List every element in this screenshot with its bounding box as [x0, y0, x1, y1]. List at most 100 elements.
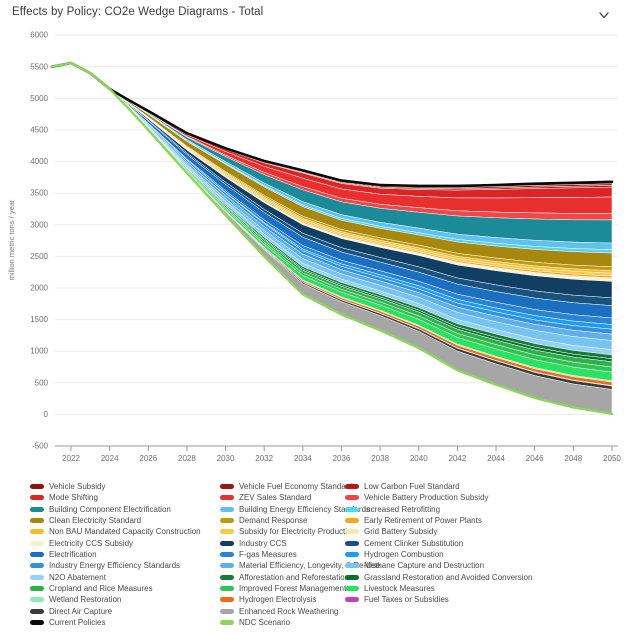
x-tick-label: 2034: [294, 454, 312, 463]
x-tick-label: 2022: [62, 454, 80, 463]
legend-swatch: [220, 586, 234, 592]
legend-swatch: [220, 597, 234, 603]
y-tick-label: -500: [32, 442, 49, 451]
legend-item-vehicle-subsidy[interactable]: Vehicle Subsidy: [30, 481, 201, 492]
chevron-down-icon[interactable]: [597, 8, 611, 22]
current-policies-line[interactable]: [50, 61, 614, 188]
legend-swatch: [30, 495, 44, 501]
legend-label: Fuel Taxes or Subsidies: [364, 595, 449, 605]
legend-item-hydrogen-combustion[interactable]: Hydrogen Combustion: [345, 549, 532, 560]
legend-label: Clean Electricity Standard: [49, 516, 142, 526]
legend-label: Enhanced Rock Weathering: [239, 606, 339, 616]
page-title: Effects by Policy: CO2e Wedge Diagrams -…: [12, 6, 264, 18]
legend-label: Industry CCS: [239, 538, 287, 548]
legend-label: Wetland Restoration: [49, 595, 122, 605]
legend-label: Vehicle Battery Production Subsidy: [364, 493, 489, 503]
legend-item-fuel-taxes-or-subsidies[interactable]: Fuel Taxes or Subsidies: [345, 594, 532, 605]
legend-swatch: [30, 597, 44, 603]
legend-item-improved-forest-management[interactable]: Improved Forest Management: [220, 583, 380, 594]
legend-item-methane-capture-and-destruction[interactable]: Methane Capture and Destruction: [345, 560, 532, 571]
legend-item-direct-air-capture[interactable]: Direct Air Capture: [30, 606, 201, 617]
wedge-low-carbon-fuel-standard[interactable]: [51, 62, 613, 191]
legend-label: Low Carbon Fuel Standard: [364, 482, 460, 492]
legend-item-subsidy-for-electricity-production[interactable]: Subsidy for Electricity Production: [220, 526, 380, 537]
legend-swatch: [345, 552, 359, 558]
y-tick-label: 6000: [30, 31, 48, 40]
legend-label: Vehicle Fuel Economy Standards: [239, 482, 357, 492]
legend-label: Direct Air Capture: [49, 606, 113, 616]
legend-swatch: [30, 484, 44, 490]
legend-label: Electricity CCS Subsidy: [49, 538, 134, 548]
legend-label: Cement Clinker Substitution: [364, 538, 464, 548]
legend-item-low-carbon-fuel-standard[interactable]: Low Carbon Fuel Standard: [345, 481, 532, 492]
wedge-vehicle-fuel-economy-standards[interactable]: [51, 62, 613, 190]
legend-item-livestock-measures[interactable]: Livestock Measures: [345, 583, 532, 594]
legend-item-building-energy-efficiency-standards[interactable]: Building Energy Efficiency Standards: [220, 504, 380, 515]
legend-item-current-policies[interactable]: Current Policies: [30, 617, 201, 628]
y-tick-label: 1000: [30, 347, 48, 356]
x-tick-label: 2050: [603, 454, 621, 463]
y-tick-label: 1500: [30, 315, 48, 324]
x-tick-label: 2030: [217, 454, 235, 463]
legend-item-ndc-scenario[interactable]: NDC Scenario: [220, 617, 380, 628]
legend-swatch: [30, 563, 44, 569]
legend-item-n2o-abatement[interactable]: N2O Abatement: [30, 572, 201, 583]
legend-item-material-efficiency-longevity-re-use[interactable]: Material Efficiency, Longevity, & Re-Use: [220, 560, 380, 571]
legend-item-early-retirement-of-power-plants[interactable]: Early Retirement of Power Plants: [345, 515, 532, 526]
y-tick-label: 4500: [30, 126, 48, 135]
legend-swatch: [220, 506, 234, 512]
legend-swatch: [220, 495, 234, 501]
legend-swatch: [30, 586, 44, 592]
legend-item-cropland-and-rice-measures[interactable]: Cropland and Rice Measures: [30, 583, 201, 594]
legend-item-demand-response[interactable]: Demand Response: [220, 515, 380, 526]
legend-item-building-component-electrification[interactable]: Building Component Electrification: [30, 504, 201, 515]
legend-label: Industry Energy Efficiency Standards: [49, 561, 181, 571]
legend-swatch: [220, 540, 234, 546]
legend-item-vehicle-fuel-economy-standards[interactable]: Vehicle Fuel Economy Standards: [220, 481, 380, 492]
legend-item-industry-energy-efficiency-standards[interactable]: Industry Energy Efficiency Standards: [30, 560, 201, 571]
wedge-vehicle-subsidy[interactable]: [51, 62, 613, 188]
legend-label: Hydrogen Electrolysis: [239, 595, 317, 605]
x-tick-label: 2038: [371, 454, 389, 463]
legend-swatch: [30, 574, 44, 580]
legend-item-grid-battery-subsidy[interactable]: Grid Battery Subsidy: [345, 526, 532, 537]
legend-swatch: [220, 529, 234, 535]
legend-swatch: [345, 506, 359, 512]
legend-swatch: [220, 552, 234, 558]
legend-item-non-bau-mandated-capacity-construction[interactable]: Non BAU Mandated Capacity Construction: [30, 526, 201, 537]
legend-item-wetland-restoration[interactable]: Wetland Restoration: [30, 594, 201, 605]
legend-item-increased-retrofitting[interactable]: Increased Retrofitting: [345, 504, 532, 515]
legend-label: Building Energy Efficiency Standards: [239, 504, 371, 514]
ndc-scenario-line[interactable]: [50, 61, 614, 415]
legend-label: Building Component Electrification: [49, 504, 171, 514]
legend-swatch: [345, 563, 359, 569]
legend-swatch: [220, 574, 234, 580]
legend-item-vehicle-battery-production-subsidy[interactable]: Vehicle Battery Production Subsidy: [345, 492, 532, 503]
legend-item-cement-clinker-substitution[interactable]: Cement Clinker Substitution: [345, 538, 532, 549]
legend-item-hydrogen-electrolysis[interactable]: Hydrogen Electrolysis: [220, 594, 380, 605]
legend-swatch: [30, 540, 44, 546]
legend-item-mode-shifting[interactable]: Mode Shifting: [30, 492, 201, 503]
legend-item-electrification[interactable]: Electrification: [30, 549, 201, 560]
legend-label: F-gas Measures: [239, 550, 297, 560]
legend-label: ZEV Sales Standard: [239, 493, 312, 503]
y-axis-title: million metric tons / year: [7, 199, 16, 280]
y-tick-label: 2000: [30, 284, 48, 293]
legend-item-enhanced-rock-weathering[interactable]: Enhanced Rock Weathering: [220, 606, 380, 617]
legend-item-industry-ccs[interactable]: Industry CCS: [220, 538, 380, 549]
legend-item-clean-electricity-standard[interactable]: Clean Electricity Standard: [30, 515, 201, 526]
legend-label: NDC Scenario: [239, 618, 291, 628]
y-tick-label: 4000: [30, 157, 48, 166]
legend-item-grassland-restoration-and-avoided-conversion[interactable]: Grassland Restoration and Avoided Conver…: [345, 572, 532, 583]
legend-swatch: [345, 518, 359, 524]
x-tick-label: 2042: [449, 454, 467, 463]
legend-swatch: [345, 529, 359, 535]
legend-item-electricity-ccs-subsidy[interactable]: Electricity CCS Subsidy: [30, 538, 201, 549]
legend-label: Grassland Restoration and Avoided Conver…: [364, 572, 533, 582]
legend-swatch: [220, 518, 234, 524]
x-tick-label: 2024: [101, 454, 119, 463]
legend-label: Subsidy for Electricity Production: [239, 527, 356, 537]
legend-item-zev-sales-standard[interactable]: ZEV Sales Standard: [220, 492, 380, 503]
legend-item-f-gas-measures[interactable]: F-gas Measures: [220, 549, 380, 560]
legend-item-afforestation-and-reforestation[interactable]: Afforestation and Reforestation: [220, 572, 380, 583]
